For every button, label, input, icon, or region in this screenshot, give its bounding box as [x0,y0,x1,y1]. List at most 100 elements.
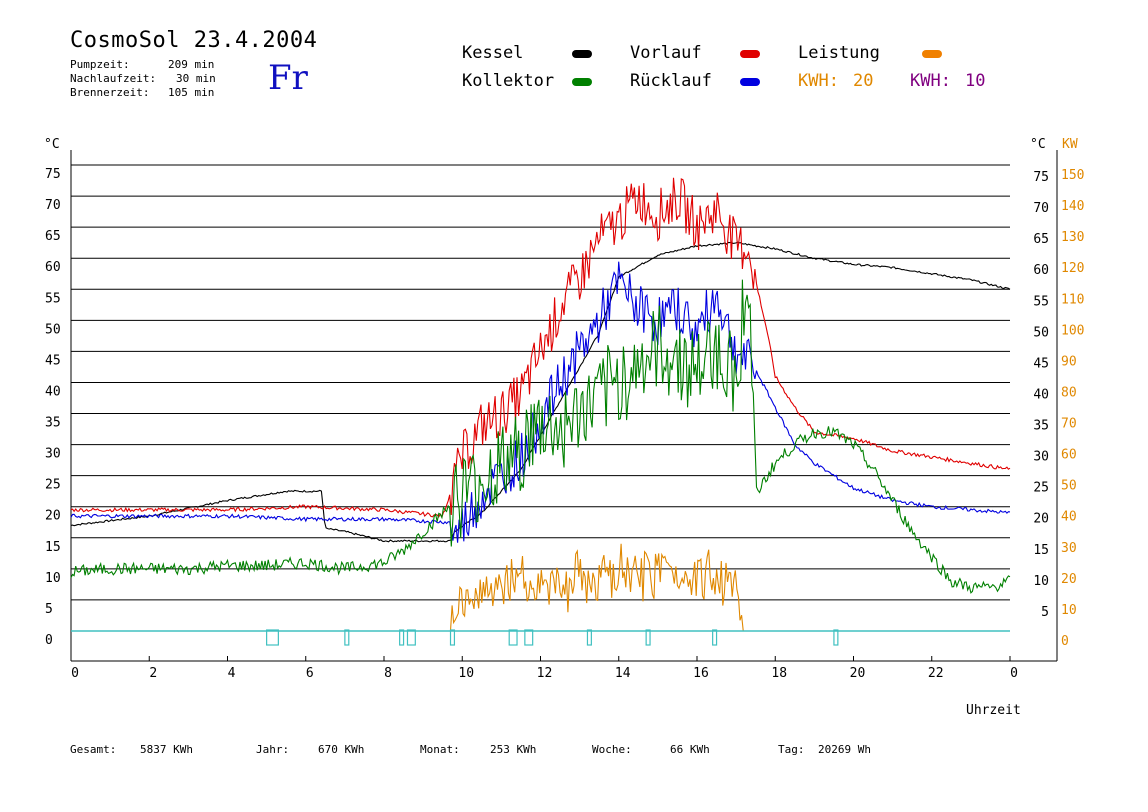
y2-tick-40: 40 [1061,510,1077,525]
legend-leistung-label: Leistung [798,43,880,63]
pump-on-marker [406,629,416,646]
y2-tick-70: 70 [1061,417,1077,432]
y2-tick-130: 130 [1061,230,1084,245]
y-tick-left-5: 5 [45,602,53,617]
footer-day-label: Tag: [778,743,805,756]
y-tick-left-0: 0 [45,633,53,648]
y-tick-left-75: 75 [45,167,61,182]
y-tick-right-40: 40 [1033,387,1049,402]
x-tick-6: 12 [537,666,553,681]
series-line-leistung [449,543,744,632]
pump-time-value: 209 min [168,58,215,71]
x-tick-8: 16 [693,666,709,681]
y-tick-right-65: 65 [1033,232,1049,247]
y-tick-right-55: 55 [1033,294,1049,309]
kwh-10-label: KWH: [910,71,951,91]
y2-tick-20: 20 [1061,572,1077,587]
kwh-10-value: 10 [965,71,986,91]
x-tick-3: 6 [306,666,314,681]
y-tick-left-70: 70 [45,198,61,213]
footer-year-value: 670 KWh [318,743,365,756]
y-tick-right-25: 25 [1033,481,1049,496]
series-3 [70,279,1011,594]
y2-tick-10: 10 [1061,603,1077,618]
pump-on-marker [344,629,350,646]
kwh-20-value: 20 [853,71,874,91]
weekday-label: Fr [268,58,308,98]
y-tick-left-60: 60 [45,260,61,275]
series-line-vorlauf [70,177,1011,519]
chart-series [70,177,1011,646]
kwh-20-label: KWH: [798,71,839,91]
footer-total-value: 5837 KWh [140,743,193,756]
y-tick-right-10: 10 [1033,574,1049,589]
pump-on-marker [586,629,592,646]
y-tick-left-35: 35 [45,416,61,431]
pump-on-marker [399,629,405,646]
x-tick-2: 4 [228,666,236,681]
legend-ruecklauf-swatch [740,78,760,86]
pump-on-marker [508,629,518,646]
y-tick-left-25: 25 [45,478,61,493]
chart-axes [70,150,1058,662]
series-0 [70,241,1011,543]
y-tick-right-45: 45 [1033,356,1049,371]
x-tick-5: 10 [458,666,474,681]
legend-kessel-label: Kessel [462,43,524,63]
pump-on-marker [524,629,534,646]
y-tick-right-75: 75 [1033,170,1049,185]
y-axis-right-power-label: KW [1062,137,1078,152]
y2-tick-110: 110 [1061,292,1084,307]
y2-tick-140: 140 [1061,199,1084,214]
afterrun-time-value: 30 min [176,72,216,85]
x-tick-1: 2 [149,666,157,681]
x-tick-4: 8 [384,666,392,681]
series-line-kessel [70,241,1011,543]
chart-title: CosmoSol 23.4.2004 [70,28,318,53]
footer-total-label: Gesamt: [70,743,117,756]
y-tick-left-65: 65 [45,229,61,244]
burner-time-value: 105 min [168,86,215,99]
y2-tick-50: 50 [1061,479,1077,494]
pump-time-label: Pumpzeit: [70,58,130,71]
y-tick-right-30: 30 [1033,450,1049,465]
x-tick-10: 20 [850,666,866,681]
y-tick-right-50: 50 [1033,325,1049,340]
y2-tick-0: 0 [1061,634,1069,649]
y-tick-left-50: 50 [45,322,61,337]
y2-tick-100: 100 [1061,323,1084,338]
y-tick-left-15: 15 [45,540,61,555]
y2-tick-90: 90 [1061,354,1077,369]
y-tick-right-35: 35 [1033,419,1049,434]
y2-tick-30: 30 [1061,541,1077,556]
legend-leistung-swatch [922,50,942,58]
y-tick-left-10: 10 [45,571,61,586]
x-tick-12: 0 [1010,666,1018,681]
series-line-kollektor [70,279,1011,594]
afterrun-time-label: Nachlaufzeit: [70,72,157,85]
pump-on-marker [833,629,839,646]
y-tick-right-70: 70 [1033,201,1049,216]
footer-month-label: Monat: [420,743,460,756]
footer-day-value: 20269 Wh [818,743,871,756]
y-tick-left-30: 30 [45,447,61,462]
legend-kessel-swatch [572,50,592,58]
pump-on-marker [712,629,718,646]
y-axis-left-label: °C [44,137,60,152]
x-tick-11: 22 [928,666,944,681]
legend-kollektor-swatch [572,78,592,86]
legend-kollektor-label: Kollektor [462,71,555,91]
y-tick-right-60: 60 [1033,263,1049,278]
y-tick-left-40: 40 [45,384,61,399]
pump-on-marker [645,629,651,646]
footer-week-value: 66 KWh [670,743,710,756]
y-tick-right-5: 5 [1041,605,1049,620]
x-axis-label: Uhrzeit [966,703,1021,718]
y2-tick-60: 60 [1061,448,1077,463]
series-1 [70,177,1011,519]
y-tick-left-55: 55 [45,291,61,306]
y-tick-left-20: 20 [45,509,61,524]
x-tick-0: 0 [71,666,79,681]
pump-on-marker [449,629,456,646]
y2-tick-120: 120 [1061,261,1084,276]
